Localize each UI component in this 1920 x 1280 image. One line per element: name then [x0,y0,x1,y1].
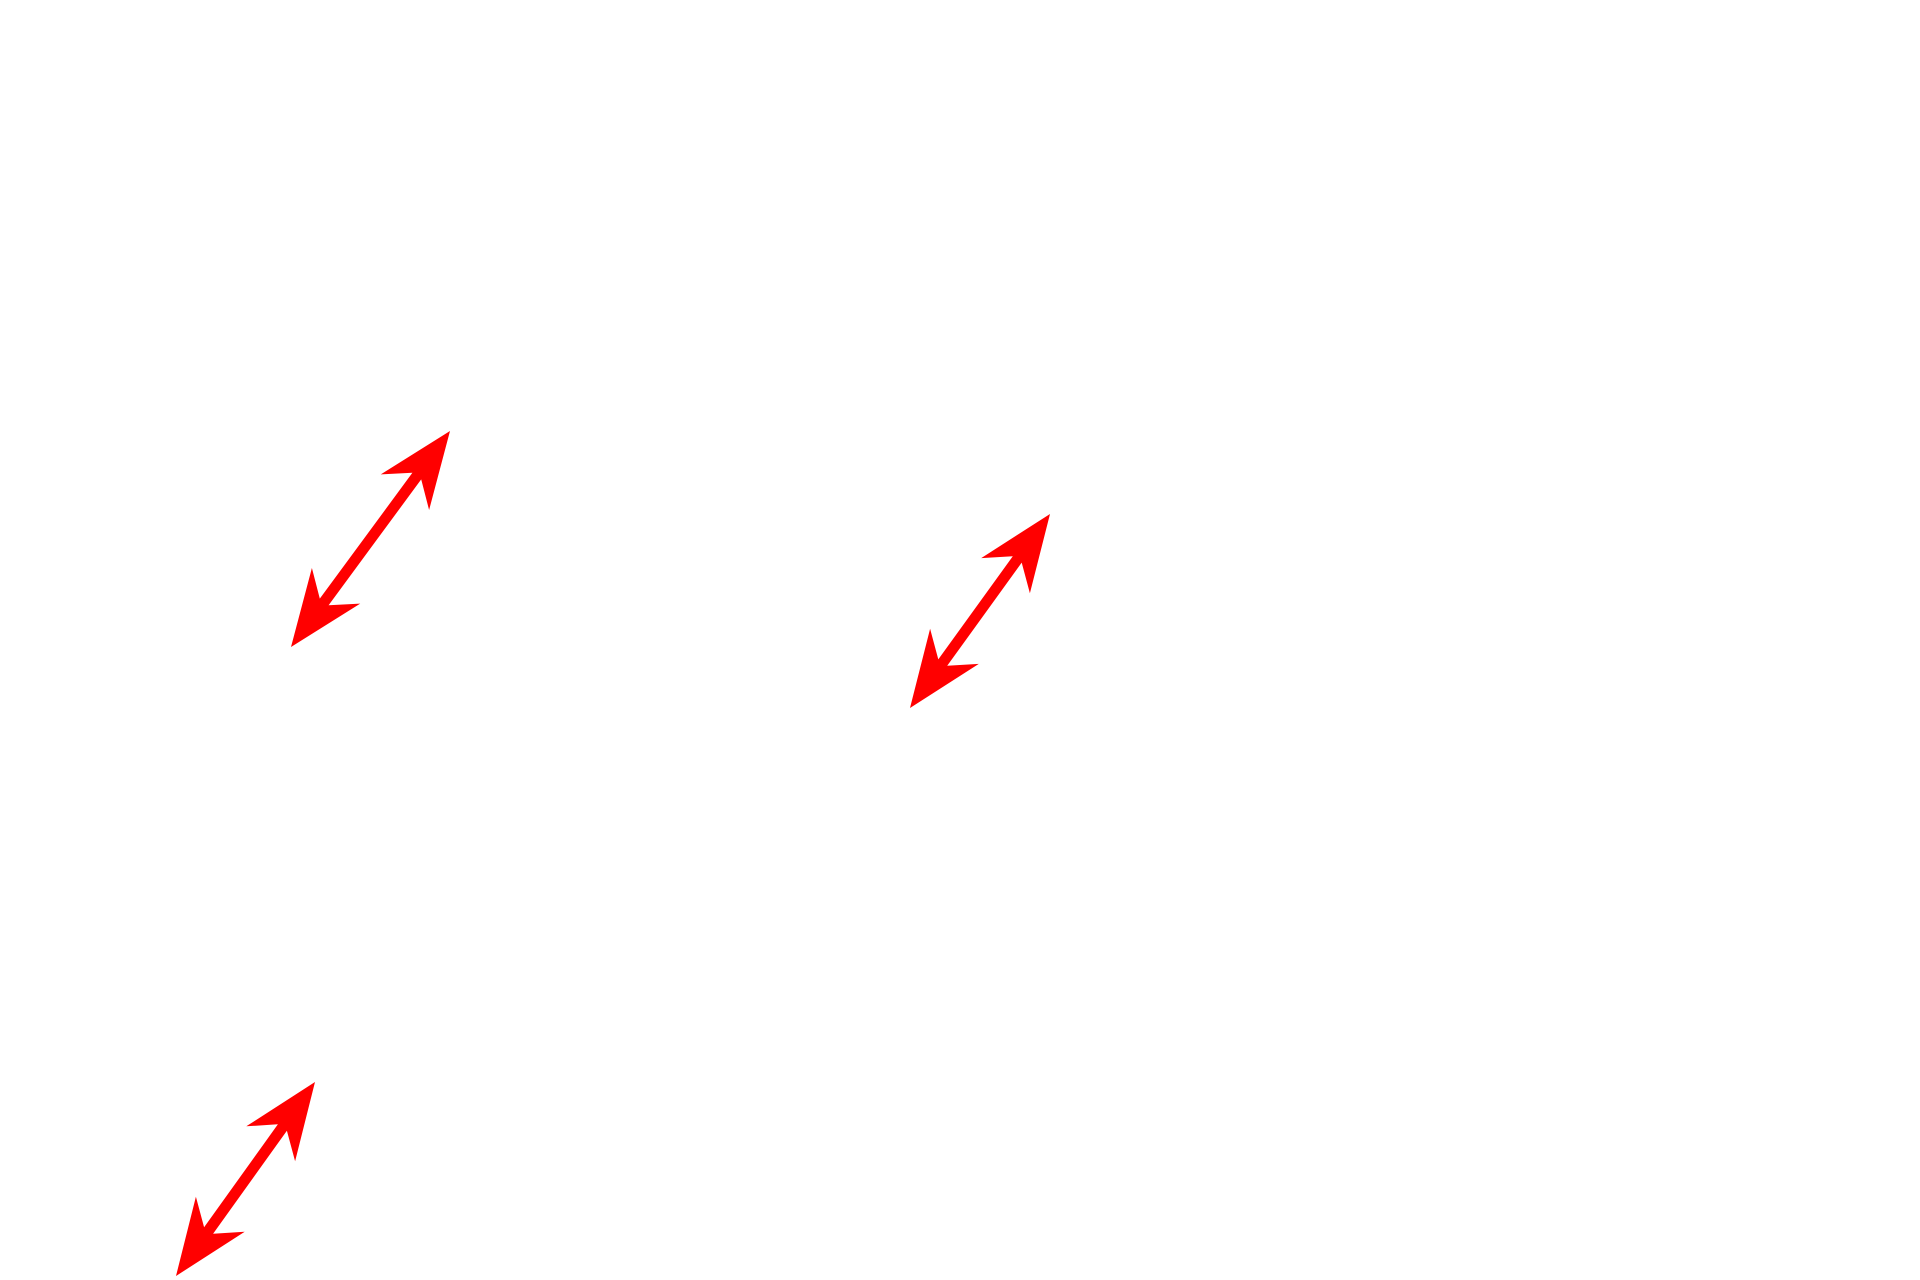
double-arrow-icon [291,431,450,647]
double-arrow-icon [910,514,1050,708]
double-arrow-icon [176,1082,315,1276]
